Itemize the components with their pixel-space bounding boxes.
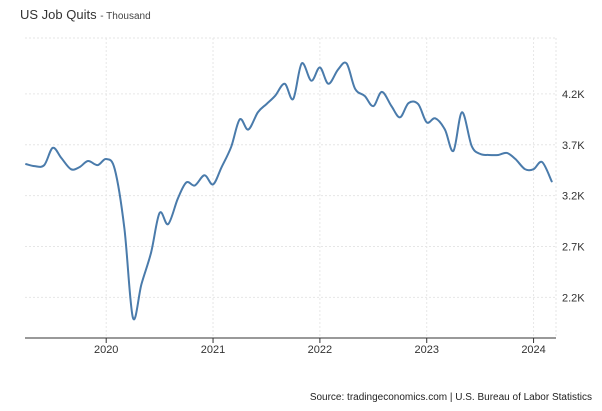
grid-lines <box>25 37 557 338</box>
data-point <box>42 163 46 167</box>
data-point <box>416 102 420 106</box>
data-point <box>131 316 135 320</box>
data-point <box>550 179 554 183</box>
x-tick-label: 2020 <box>94 344 118 356</box>
data-point <box>202 173 206 177</box>
x-tick-label: 2024 <box>521 344 545 356</box>
data-point <box>300 61 304 65</box>
data-point <box>158 211 162 215</box>
data-point <box>407 101 411 105</box>
data-point <box>326 82 330 86</box>
y-tick-label: 4.2K <box>562 89 585 101</box>
data-point <box>33 164 37 168</box>
x-tick-label: 2023 <box>414 344 438 356</box>
data-point <box>283 82 287 86</box>
data-point <box>470 144 474 148</box>
data-point <box>96 163 100 167</box>
data-point <box>193 183 197 187</box>
data-point <box>176 197 180 201</box>
data-point <box>451 149 455 153</box>
data-point <box>487 153 491 157</box>
data-point <box>24 162 28 166</box>
data-point <box>139 282 143 286</box>
y-tick-label: 2.2K <box>562 292 585 304</box>
data-point <box>496 153 500 157</box>
data-point <box>336 68 340 72</box>
data-point <box>353 87 357 91</box>
data-point <box>113 167 117 171</box>
data-point <box>264 102 268 106</box>
axes <box>25 337 556 343</box>
data-point <box>443 128 447 132</box>
data-point <box>59 156 63 160</box>
data-point <box>104 157 108 161</box>
data-point <box>505 151 509 155</box>
data-point <box>371 104 375 108</box>
data-point <box>273 94 277 98</box>
y-tick-label: 3.2K <box>562 191 585 203</box>
data-point <box>291 97 295 101</box>
data-point <box>51 146 55 150</box>
data-point <box>523 167 527 171</box>
data-point <box>380 90 384 94</box>
data-point <box>389 104 393 108</box>
chart-subtitle: - Thousand <box>100 11 151 22</box>
data-point <box>345 61 349 65</box>
data-point <box>513 157 517 161</box>
chart-title: US Job Quits - Thousand <box>20 7 151 22</box>
data-point <box>363 94 367 98</box>
y-tick-label: 2.7K <box>562 241 585 253</box>
source-attribution: Source: tradingeconomics.com | U.S. Bure… <box>309 392 592 403</box>
data-point <box>122 226 126 230</box>
chart-title-text: US Job Quits <box>20 7 97 22</box>
y-axis-tick-labels: 2.2K 2.7K 3.2K 3.7K 4.2K <box>562 89 585 304</box>
data-point <box>220 165 224 169</box>
data-point <box>478 152 482 156</box>
x-axis-tick-labels: 2020 2021 2022 2023 2024 <box>94 344 546 356</box>
data-point <box>211 182 215 186</box>
data-point <box>433 116 437 120</box>
data-point <box>149 251 153 255</box>
data-point <box>540 160 544 164</box>
series-line-quits <box>25 61 553 321</box>
series-layer <box>24 61 554 321</box>
y-tick-label: 3.7K <box>562 140 585 152</box>
data-point <box>86 159 90 163</box>
data-point <box>398 115 402 119</box>
data-point <box>238 117 242 121</box>
data-point <box>77 165 81 169</box>
data-point <box>256 110 260 114</box>
data-point <box>425 120 429 124</box>
data-point <box>69 167 73 171</box>
x-tick-label: 2022 <box>308 344 332 356</box>
data-point <box>460 110 464 114</box>
data-point <box>309 79 313 83</box>
data-point <box>532 167 536 171</box>
data-point <box>246 128 250 132</box>
x-tick-label: 2021 <box>201 344 225 356</box>
data-point <box>166 222 170 226</box>
data-point <box>229 145 233 149</box>
data-point <box>184 180 188 184</box>
data-point <box>318 65 322 69</box>
